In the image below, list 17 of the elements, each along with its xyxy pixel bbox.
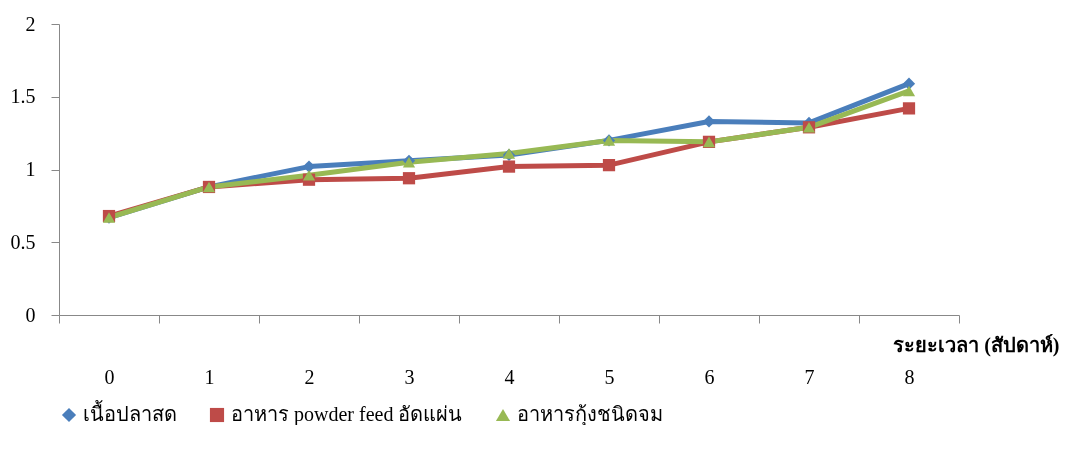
y-tick-label: 1 — [25, 158, 36, 180]
x-tick-label: 8 — [904, 365, 915, 388]
y-tick-label: 2 — [25, 12, 36, 35]
x-tick-label: 2 — [304, 365, 315, 388]
legend-label: เนื้อปลาสด — [83, 400, 177, 425]
y-tick-label: 1.5 — [10, 85, 36, 108]
x-tick-label: 5 — [604, 365, 615, 388]
x-tick-label: 1 — [204, 365, 215, 388]
x-axis-title: ระยะเวลา (สัปดาห์) — [893, 333, 1060, 357]
x-tick-label: 3 — [404, 365, 415, 388]
x-tick-label: 0 — [104, 365, 115, 388]
y-tick-label: 0 — [25, 303, 36, 326]
x-tick-label: 6 — [704, 365, 715, 388]
legend-label: อาหาร powder feed อัดแผ่น — [231, 403, 463, 426]
x-tick-label: 7 — [804, 365, 815, 388]
x-tick-label: 4 — [504, 365, 515, 388]
y-tick-label: 0.5 — [10, 230, 36, 253]
